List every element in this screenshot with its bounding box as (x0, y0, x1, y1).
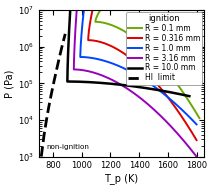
R = 3.16 mm (75, 9, 78, 11)
X-axis label: T_p (K): T_p (K) (104, 173, 138, 184)
R = 3.16 mm (73, 63, 75, 65)
Line: R = 3.16 mm: R = 3.16 mm (74, 10, 197, 157)
Text: non-ignition: non-ignition (47, 144, 89, 150)
R = 3.16 mm (74, 40, 76, 42)
R = 1.0 mm (81, 26, 83, 28)
HI  limit (52, 86, 54, 88)
R = 0.316 mm (161, 89, 164, 92)
R = 0.316 mm (195, 139, 198, 141)
R = 0.1 mm (99, 9, 102, 11)
R = 3.16 mm (140, 98, 142, 100)
R = 10.0 mm (68, 34, 70, 36)
R = 0.1 mm (166, 69, 168, 72)
Line: R = 0.1 mm: R = 0.1 mm (95, 10, 199, 118)
Line: R = 1.0 mm: R = 1.0 mm (80, 10, 197, 124)
R = 3.16 mm (74, 30, 77, 32)
R = 1.0 mm (159, 90, 161, 92)
R = 10.0 mm (67, 46, 70, 48)
R = 3.16 mm (120, 84, 123, 86)
R = 10.0 mm (150, 88, 152, 90)
R = 1.0 mm (143, 78, 145, 81)
HI  limit (51, 87, 54, 89)
R = 10.0 mm (69, 9, 71, 11)
R = 0.316 mm (88, 24, 91, 27)
Line: HI  limit: HI limit (41, 34, 65, 157)
HI  limit (63, 35, 66, 37)
HI  limit (40, 156, 43, 158)
R = 1.0 mm (83, 9, 85, 11)
R = 0.316 mm (91, 9, 94, 11)
R = 10.0 mm (113, 83, 116, 85)
R = 10.0 mm (66, 74, 69, 76)
HI  limit (64, 33, 67, 35)
R = 3.16 mm (195, 156, 198, 158)
R = 0.1 mm (198, 117, 201, 119)
R = 1.0 mm (124, 68, 126, 70)
R = 0.1 mm (97, 13, 99, 15)
R = 0.1 mm (96, 15, 98, 17)
R = 3.16 mm (157, 112, 159, 115)
R = 0.1 mm (151, 53, 154, 55)
R = 0.316 mm (129, 57, 131, 59)
R = 10.0 mm (133, 85, 135, 88)
Line: R = 10.0 mm: R = 10.0 mm (67, 10, 189, 96)
HI  limit (53, 79, 56, 81)
Line: R = 0.316 mm: R = 0.316 mm (88, 10, 197, 140)
R = 0.1 mm (134, 38, 137, 40)
HI  limit (54, 73, 57, 76)
R = 1.0 mm (195, 123, 198, 125)
R = 0.316 mm (87, 36, 90, 38)
R = 0.1 mm (94, 19, 97, 22)
Y-axis label: P (Pa): P (Pa) (5, 69, 15, 98)
Legend: R = 0.1 mm, R = 0.316 mm, R = 1.0 mm, R = 3.16 mm, R = 10.0 mm, HI  limit: R = 0.1 mm, R = 0.316 mm, R = 1.0 mm, R … (126, 12, 202, 85)
R = 1.0 mm (80, 33, 83, 35)
R = 0.316 mm (146, 72, 149, 75)
HI  limit (60, 50, 62, 52)
R = 1.0 mm (79, 51, 82, 54)
R = 0.316 mm (89, 20, 92, 22)
R = 10.0 mm (188, 95, 191, 97)
